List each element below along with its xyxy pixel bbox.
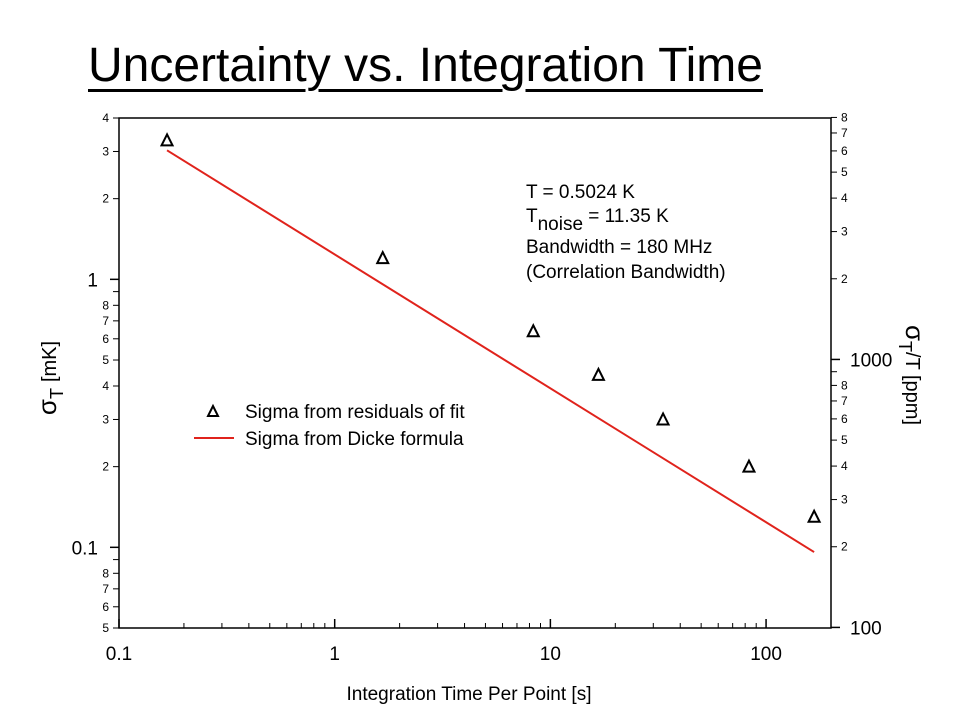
slide-title: Uncertainty vs. Integration Time bbox=[88, 39, 763, 92]
ticks-layer: 0.1 1 10 100 1 0.1 4 3 2 8 7 6 5 4 3 2 8 7 6 5 1000 100 8 7 6 5 4 3… bbox=[72, 110, 893, 665]
y-left-minor-label: 2 bbox=[102, 460, 109, 474]
y-left-minor-label: 6 bbox=[102, 600, 109, 614]
y-right-minor-label: 8 bbox=[841, 110, 848, 124]
legend-label-dicke: Sigma from Dicke formula bbox=[245, 429, 464, 450]
y-right-minor-label: 2 bbox=[841, 272, 848, 286]
annotation-line-4: (Correlation Bandwidth) bbox=[526, 262, 726, 283]
svg-text:σT/T [ppm]: σT/T [ppm] bbox=[895, 325, 930, 425]
x-axis-label: Integration Time Per Point [s] bbox=[346, 684, 591, 705]
y-right-minor-label: 8 bbox=[841, 378, 848, 392]
y-left-sigma: σ bbox=[32, 399, 62, 415]
y-right-minor-label: 2 bbox=[841, 540, 848, 554]
svg-text:σT[mK]: σT [mK] bbox=[32, 341, 67, 415]
y-right-minor-label: 4 bbox=[841, 459, 848, 473]
y-right-sub: T bbox=[895, 341, 915, 352]
y-left-minor-label: 4 bbox=[102, 111, 109, 125]
legend: Sigma from residuals of fit Sigma from D… bbox=[194, 402, 465, 450]
data-point-triangle bbox=[741, 458, 757, 473]
y-left-minor-label: 8 bbox=[102, 566, 109, 580]
data-point-triangle bbox=[159, 132, 175, 147]
annotation-tnoise-sub: noise bbox=[538, 214, 583, 235]
y-left-major-label: 1 bbox=[87, 270, 98, 291]
y-left-minor-label: 3 bbox=[102, 412, 109, 426]
y-left-minor-label: 7 bbox=[102, 582, 109, 596]
y-right-sigma: σ bbox=[900, 325, 930, 341]
y-left-minor-label: 5 bbox=[102, 353, 109, 367]
legend-triangle-marker bbox=[206, 403, 220, 417]
y-right-minor-label: 6 bbox=[841, 144, 848, 158]
y-left-minor-label: 8 bbox=[102, 298, 109, 312]
data-point-triangle bbox=[375, 249, 390, 265]
x-tick-label: 10 bbox=[540, 644, 561, 665]
y-left-sub: T bbox=[47, 388, 67, 399]
annotation-tnoise-t: T bbox=[526, 206, 538, 227]
legend-label-residuals: Sigma from residuals of fit bbox=[245, 402, 465, 423]
x-tick-label: 100 bbox=[750, 644, 782, 665]
y-right-minor-label: 3 bbox=[841, 493, 848, 507]
y-left-minor-label: 2 bbox=[102, 192, 109, 206]
y-right-minor-label: 5 bbox=[841, 433, 848, 447]
dicke-fit-line bbox=[166, 149, 815, 553]
annotation-line-2: Tnoise = 11.35 K bbox=[526, 206, 669, 235]
data-point-triangle bbox=[591, 366, 606, 381]
y-right-minor-label: 7 bbox=[841, 394, 848, 408]
plot-frame bbox=[118, 117, 832, 629]
y-left-minor-label: 7 bbox=[102, 314, 109, 328]
y-axis-label-left: σT [mK] bbox=[32, 341, 67, 415]
annotation-line-1: T = 0.5024 K bbox=[526, 182, 635, 203]
y-right-major-label: 1000 bbox=[850, 350, 892, 371]
y-right-minor-label: 4 bbox=[841, 191, 848, 205]
y-left-minor-label: 4 bbox=[102, 379, 109, 393]
data-point-triangle bbox=[806, 508, 822, 523]
x-tick-label: 1 bbox=[329, 644, 340, 665]
data-point-triangle bbox=[655, 411, 671, 426]
y-axis-label-right: σT/T [ppm] bbox=[895, 325, 930, 425]
y-left-minor-label: 5 bbox=[102, 621, 109, 635]
y-left-minor-label: 6 bbox=[102, 332, 109, 346]
annotation-line-3: Bandwidth = 180 MHz bbox=[526, 237, 712, 258]
x-tick-label: 0.1 bbox=[106, 644, 132, 665]
y-left-unit: [mK] bbox=[39, 341, 61, 382]
y-right-major-label: 100 bbox=[850, 618, 882, 639]
y-left-minor-label: 3 bbox=[102, 144, 109, 158]
y-right-minor-label: 3 bbox=[841, 225, 848, 239]
y-right-unit: /T [ppm] bbox=[901, 352, 923, 425]
y-left-major-label: 0.1 bbox=[72, 538, 98, 559]
y-right-minor-label: 7 bbox=[841, 126, 848, 140]
data-point-triangle bbox=[526, 323, 541, 338]
y-right-minor-label: 6 bbox=[841, 412, 848, 426]
annotation-tnoise-value: = 11.35 K bbox=[583, 206, 669, 227]
y-right-minor-label: 5 bbox=[841, 165, 848, 179]
annotation: T = 0.5024 K Tnoise = 11.35 K Bandwidth … bbox=[526, 182, 726, 283]
series-layer bbox=[159, 132, 822, 553]
